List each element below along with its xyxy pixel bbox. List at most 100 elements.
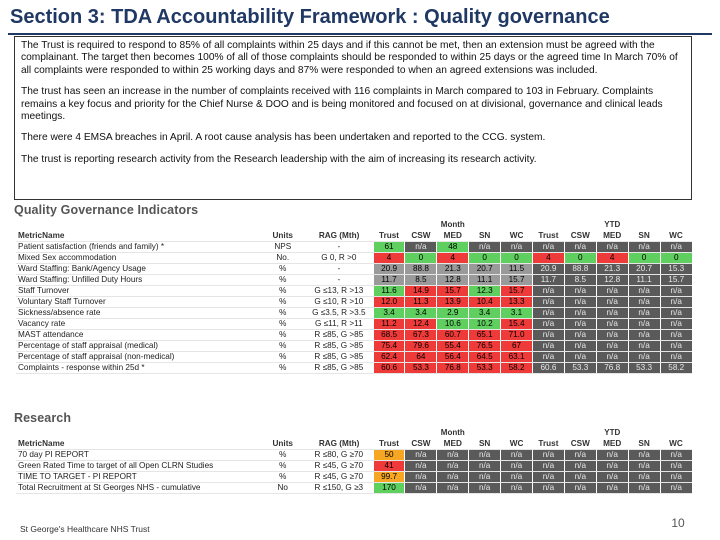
metric-value-cell: n/a <box>659 296 692 308</box>
research-column-header: CSW <box>564 438 597 450</box>
metric-value-cell: 71.0 <box>500 329 533 341</box>
page-number: 10 <box>671 516 685 530</box>
metric-value-cell: n/a <box>595 449 629 461</box>
metric-value-cell: 0 <box>627 252 660 264</box>
quality-governance-table: Month YTD MetricName Units RAG (Mth) Trust CSW… <box>16 219 692 374</box>
metric-value-cell: n/a <box>659 307 692 319</box>
metric-value-cell: n/a <box>563 296 597 308</box>
metric-units: No <box>260 482 306 494</box>
metric-value-cell: n/a <box>532 351 565 363</box>
metric-name: 70 day PI REPORT <box>16 449 261 461</box>
metric-value-cell: n/a <box>595 296 629 308</box>
metric-value-cell: 0 <box>563 252 597 264</box>
metric-value-cell: 63.1 <box>500 351 533 363</box>
metric-rag-threshold: G ≤3.5, R >3.5 <box>305 307 374 319</box>
metric-units: % <box>260 449 306 461</box>
metric-value-cell: 15.7 <box>500 285 533 297</box>
quality-column-header: CSW <box>564 230 597 242</box>
metric-value-cell: 12.8 <box>595 274 629 286</box>
quality-row: Sickness/absence rate% G ≤3.5, R >3.5 3.4 3… <box>16 307 692 319</box>
quality-row: Vacancy rate% G ≤11, R >11 11.2 12.4 10.6 10.… <box>16 318 692 330</box>
research-group-spacer <box>16 427 374 438</box>
quality-group-spacer <box>16 219 374 230</box>
metric-value-cell: n/a <box>595 329 629 341</box>
metric-value-cell: n/a <box>436 449 469 461</box>
metric-value-cell: 41 <box>372 460 405 472</box>
metric-value-cell: n/a <box>532 460 565 472</box>
metric-value-cell: 12.0 <box>372 296 405 308</box>
research-row: Total Recruitment at St Georges NHS - cu… <box>16 482 692 494</box>
metric-value-cell: 2.9 <box>436 307 469 319</box>
metric-value-cell: 11.2 <box>372 318 405 330</box>
paragraph-research: The trust is reporting research activity… <box>21 153 537 165</box>
metric-rag-threshold: - <box>305 241 374 253</box>
metric-value-cell: 48 <box>436 241 469 253</box>
research-column-header: SN <box>628 438 660 450</box>
metric-rag-threshold: G 0, R >0 <box>305 252 374 264</box>
metric-rag-threshold: R ≤45, G ≥70 <box>305 471 374 483</box>
metric-name: Complaints - response within 25d * <box>16 362 261 374</box>
metric-units: NPS <box>260 241 306 253</box>
metric-name: TIME TO TARGET - PI REPORT <box>16 471 261 483</box>
metric-name: Mixed Sex accommodation <box>16 252 261 264</box>
metric-value-cell: n/a <box>659 329 692 341</box>
metric-units: % <box>260 362 306 374</box>
metric-value-cell: n/a <box>659 449 692 461</box>
quality-group-month: Month <box>373 219 533 230</box>
metric-units: % <box>260 274 306 286</box>
metric-value-cell: n/a <box>532 340 565 352</box>
metric-value-cell: 4 <box>595 252 629 264</box>
metric-value-cell: n/a <box>627 351 660 363</box>
research-column-header: Trust <box>373 438 405 450</box>
metric-value-cell: 58.2 <box>500 362 533 374</box>
research-column-header: SN <box>468 438 501 450</box>
metric-value-cell: 4 <box>436 252 469 264</box>
quality-column-header: WC <box>500 230 533 242</box>
research-column-header: WC <box>500 438 533 450</box>
metric-value-cell: 11.1 <box>627 274 660 286</box>
metric-rag-threshold: R ≤80, G ≥70 <box>305 449 374 461</box>
metric-value-cell: n/a <box>563 318 597 330</box>
metric-value-cell: n/a <box>659 241 692 253</box>
metric-units: % <box>260 296 306 308</box>
metric-value-cell: 3.4 <box>372 307 405 319</box>
metric-value-cell: 15.3 <box>659 263 692 275</box>
metric-value-cell: 12.4 <box>404 318 437 330</box>
metric-value-cell: 12.8 <box>436 274 469 286</box>
research-column-header: RAG (Mth) <box>305 438 374 450</box>
metric-value-cell: n/a <box>468 449 501 461</box>
metric-name: Ward Staffing: Bank/Agency Usage <box>16 263 261 275</box>
metric-value-cell: n/a <box>659 482 692 494</box>
metric-value-cell: 11.3 <box>404 296 437 308</box>
quality-column-header: MED <box>436 230 469 242</box>
metric-value-cell: 14.9 <box>404 285 437 297</box>
research-column-header: MetricName <box>16 438 261 450</box>
research-group-month: Month <box>373 427 533 438</box>
metric-value-cell: n/a <box>500 449 533 461</box>
research-header-row: MetricName Units RAG (Mth) Trust CSW MED SN WC T… <box>16 438 692 450</box>
research-group-ytd: YTD <box>532 427 692 438</box>
metric-value-cell: 53.3 <box>404 362 437 374</box>
quality-row: Voluntary Staff Turnover% G ≤10, R >10 12.… <box>16 296 692 308</box>
paragraph-emsa: There were 4 EMSA breaches in April. A r… <box>21 132 546 144</box>
metric-value-cell: 10.2 <box>468 318 501 330</box>
metric-rag-threshold: R ≤85, G >85 <box>305 362 374 374</box>
metric-value-cell: 53.3 <box>468 362 501 374</box>
metric-rag-threshold: G ≤11, R >11 <box>305 318 374 330</box>
metric-value-cell: n/a <box>627 318 660 330</box>
quality-column-header: Trust <box>532 230 565 242</box>
metric-value-cell: 11.5 <box>500 263 533 275</box>
metric-value-cell: 68.5 <box>372 329 405 341</box>
metric-value-cell: n/a <box>627 482 660 494</box>
metric-value-cell: n/a <box>659 351 692 363</box>
metric-value-cell: 60.6 <box>372 362 405 374</box>
metric-value-cell: 13.3 <box>500 296 533 308</box>
metric-value-cell: n/a <box>627 329 660 341</box>
metric-value-cell: n/a <box>659 471 692 483</box>
metric-value-cell: 11.7 <box>372 274 405 286</box>
metric-value-cell: n/a <box>436 482 469 494</box>
metric-value-cell: n/a <box>500 482 533 494</box>
quality-column-header: SN <box>628 230 660 242</box>
metric-value-cell: 10.4 <box>468 296 501 308</box>
metric-value-cell: n/a <box>404 449 437 461</box>
